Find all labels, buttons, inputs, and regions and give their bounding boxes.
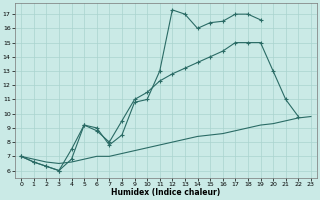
X-axis label: Humidex (Indice chaleur): Humidex (Indice chaleur) [111,188,221,197]
